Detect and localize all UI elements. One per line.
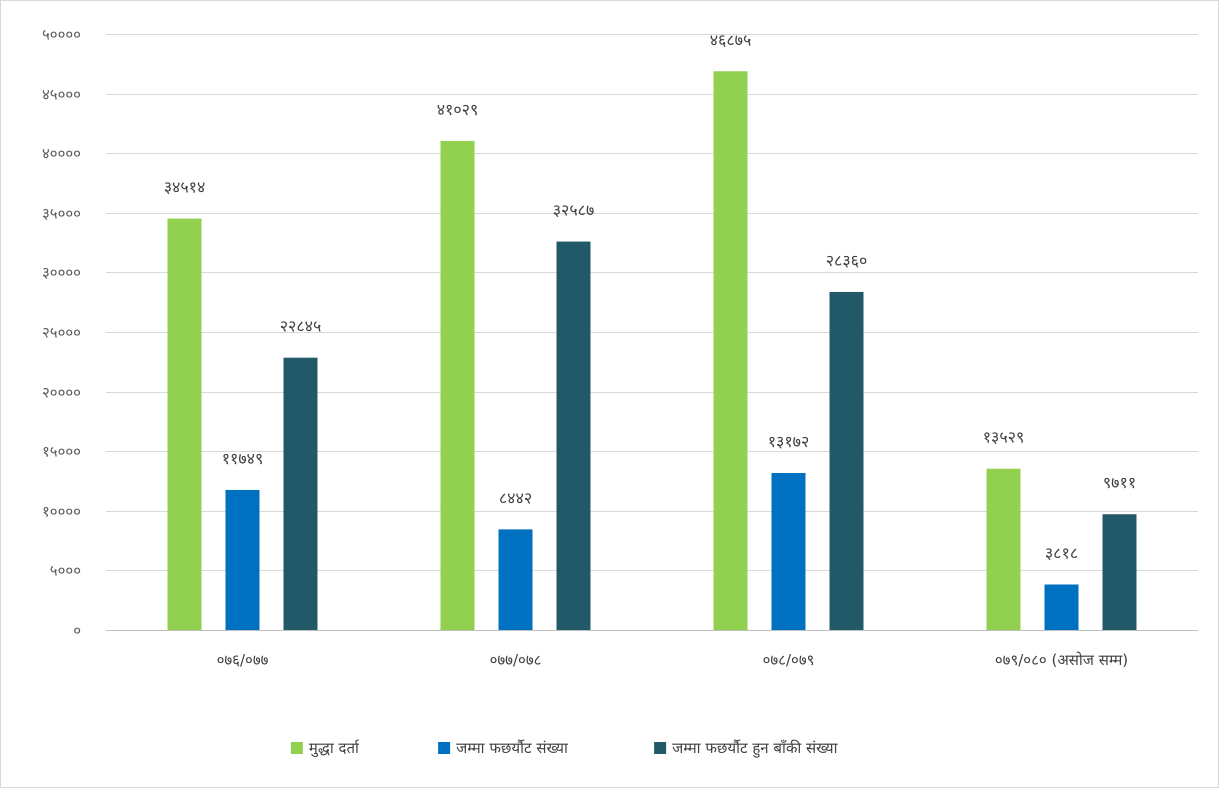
- x-category-label: ०७६/०७७: [217, 651, 269, 669]
- x-category-label: ०७९/०८० (असोज सम्म): [995, 651, 1128, 669]
- bar: [986, 468, 1021, 630]
- x-category-label: ०७८/०७९: [763, 651, 815, 669]
- legend-label: जम्मा फछर्यौट संख्या: [456, 739, 569, 757]
- bar: [440, 140, 475, 630]
- x-axis-categories: ०७६/०७७ ०७७/०७८ ०७८/०७९ ०७९/०८० (असोज सम्म): [217, 651, 1129, 669]
- data-label: ९७११: [1103, 473, 1136, 492]
- y-tick-label: २००००: [42, 384, 81, 402]
- y-tick-label: ०: [73, 622, 81, 640]
- bar: [1044, 584, 1079, 630]
- x-category-label: ०७७/०७८: [490, 651, 542, 669]
- bar: [713, 71, 748, 630]
- data-label: ४६८७५: [710, 30, 752, 49]
- data-label: ३८१८: [1045, 543, 1078, 562]
- data-label: ३४५१४: [164, 178, 206, 197]
- bar: [498, 529, 533, 630]
- bar: [167, 218, 202, 630]
- y-tick-label: ५००००: [42, 26, 81, 44]
- y-tick-label: ४५०००: [42, 86, 81, 104]
- data-labels: ३४५१४ ११७४९ २२८४५ ४१०२९ ८४४२ ३२५८७ ४६८७५ १३१७२ २…: [164, 30, 1136, 562]
- legend: मुद्धा दर्ता जम्मा फछर्यौट संख्या जम्मा फछ…: [290, 739, 839, 758]
- bar: [1102, 514, 1137, 630]
- bar: [225, 489, 260, 630]
- data-label: १३५२९: [983, 428, 1025, 447]
- data-label: ४१०२९: [437, 100, 479, 119]
- data-label: ३२५८७: [553, 201, 595, 220]
- data-label: २८३६०: [826, 251, 868, 270]
- y-tick-label: १५०००: [42, 443, 81, 461]
- y-tick-label: ५०००: [50, 562, 81, 580]
- y-tick-label: १००००: [42, 503, 81, 521]
- data-label: ८४४२: [499, 488, 532, 507]
- legend-swatch: [438, 742, 451, 754]
- bar: [556, 241, 591, 630]
- bar: [283, 357, 318, 630]
- data-label: २२८४५: [280, 317, 322, 336]
- legend-item: जम्मा फछर्यौट हुन बाँकी संख्या: [654, 739, 839, 758]
- legend-label: जम्मा फछर्यौट हुन बाँकी संख्या: [672, 739, 839, 758]
- bar: [829, 291, 864, 630]
- y-tick-label: ३५०००: [42, 205, 81, 223]
- y-tick-label: ३००००: [42, 264, 81, 282]
- data-label: ११७४९: [222, 449, 264, 468]
- legend-label: मुद्धा दर्ता: [309, 739, 360, 758]
- data-label: १३१७२: [768, 432, 810, 451]
- y-tick-label: २५०००: [42, 324, 81, 342]
- legend-item: जम्मा फछर्यौट संख्या: [438, 739, 569, 757]
- legend-swatch: [654, 742, 667, 754]
- bars: [167, 71, 1137, 630]
- legend-item: मुद्धा दर्ता: [290, 739, 360, 758]
- gridlines: [106, 34, 1198, 631]
- y-axis-ticks: ० ५००० १०००० १५००० २०००० २५००० ३०००० ३५००० ४००००…: [42, 26, 81, 640]
- bar: [771, 472, 806, 630]
- legend-swatch: [290, 742, 303, 754]
- y-tick-label: ४००००: [42, 145, 81, 163]
